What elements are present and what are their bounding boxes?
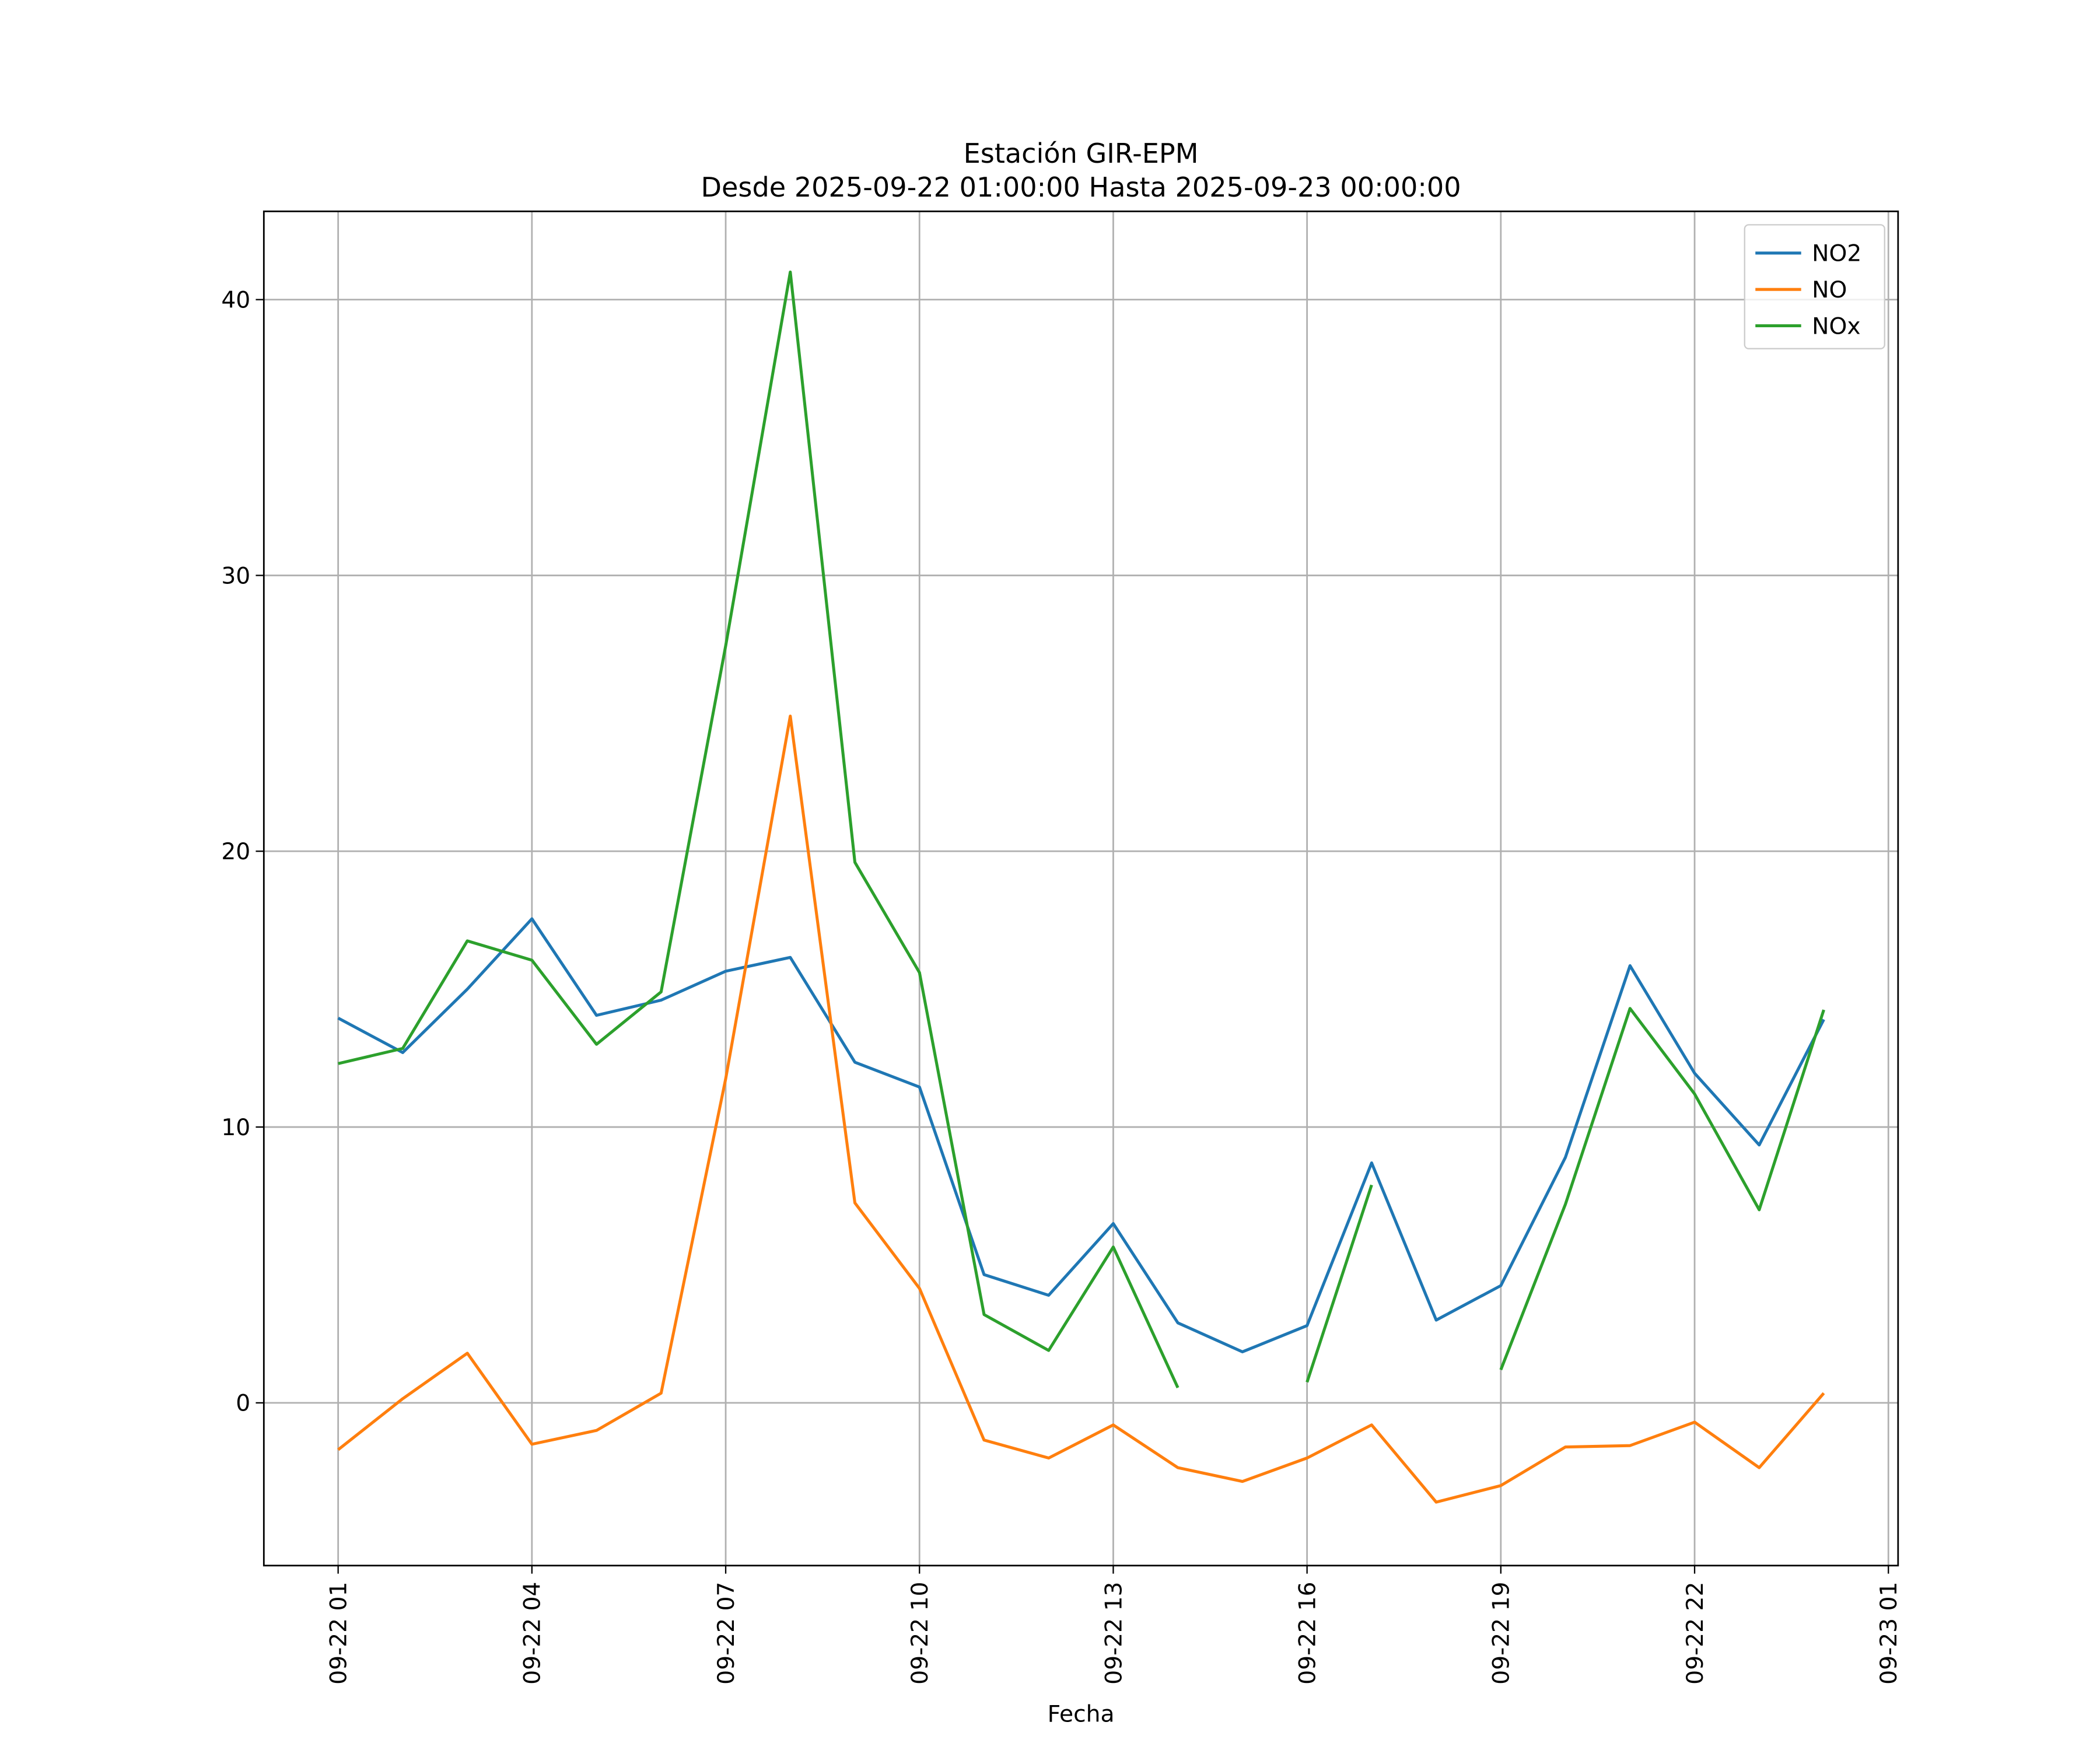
x-tick-label: 09-22 10: [907, 1582, 933, 1685]
x-tick-label: 09-22 16: [1294, 1582, 1321, 1685]
legend-label: NOx: [1812, 313, 1860, 340]
y-tick-label: 10: [221, 1115, 250, 1141]
x-tick-label: 09-22 13: [1101, 1582, 1127, 1685]
y-tick-label: 40: [221, 287, 250, 313]
y-tick-label: 0: [236, 1391, 250, 1417]
legend-box: [1744, 224, 1885, 349]
legend: NO2 NO NOx: [1744, 224, 1885, 349]
x-tick-label: 09-22 01: [326, 1582, 352, 1685]
legend-label: NO: [1812, 277, 1847, 303]
x-tick-label: 09-22 07: [713, 1582, 740, 1685]
data-line: [337, 917, 1825, 1353]
x-tick-label: 09-23 01: [1876, 1582, 1902, 1685]
y-tick-label: 20: [221, 839, 250, 865]
x-tick-label: 09-22 22: [1682, 1582, 1709, 1685]
x-tick-label: 09-22 19: [1489, 1582, 1515, 1685]
data-line: [338, 270, 1825, 1388]
x-tick-label: 09-22 04: [520, 1582, 546, 1685]
y-tick-label: 30: [221, 563, 250, 589]
x-axis-label: Fecha: [1048, 1702, 1115, 1728]
legend-label: NO2: [1812, 241, 1861, 267]
chart-subtitle: Desde 2025-09-22 01:00:00 Hasta 2025-09-…: [701, 172, 1461, 203]
chart-title: Estación GIR-EPM: [964, 138, 1199, 169]
data-line: [337, 715, 1825, 1504]
axes-frame: [262, 210, 1899, 1567]
